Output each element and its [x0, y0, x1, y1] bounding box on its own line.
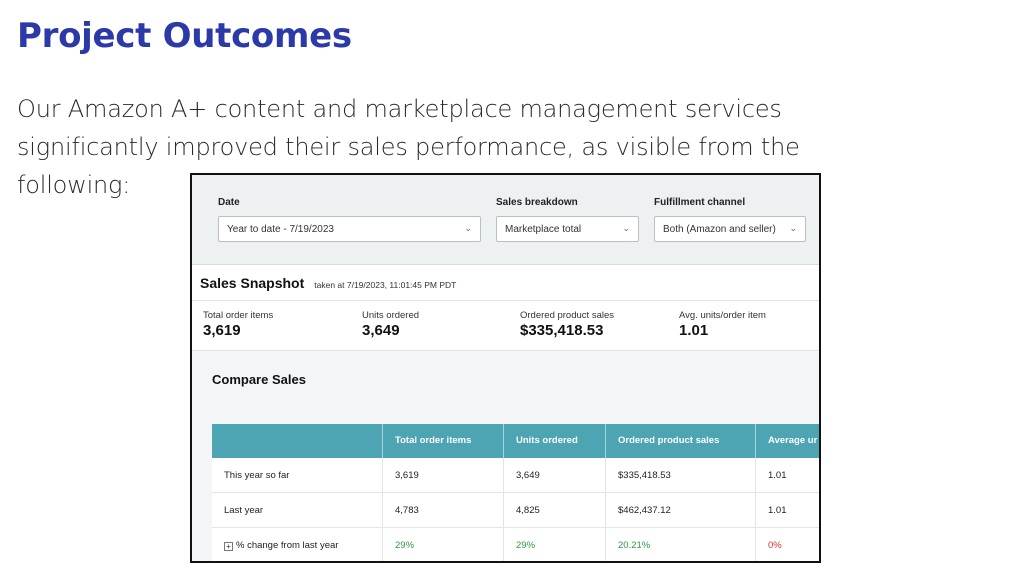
metric-value: $335,418.53	[520, 322, 604, 339]
metric-label: Avg. units/order item	[679, 310, 766, 321]
table-cell: 3,649	[516, 470, 540, 481]
divider	[605, 528, 606, 561]
sales-dashboard-screenshot: Date Year to date - 7/19/2023 ⌄ Sales br…	[190, 173, 821, 563]
table-header: Total order items Units ordered Ordered …	[212, 424, 819, 458]
metric-label: Units ordered	[362, 310, 420, 321]
date-select-value: Year to date - 7/19/2023	[227, 224, 334, 235]
sales-breakdown-select[interactable]: Marketplace total ⌄	[496, 216, 639, 242]
compare-sales-table: Total order items Units ordered Ordered …	[212, 424, 819, 561]
divider	[755, 493, 756, 527]
divider	[755, 528, 756, 561]
table-cell: 0%	[768, 540, 782, 551]
snapshot-timestamp: taken at 7/19/2023, 11:01:45 PM PDT	[314, 280, 457, 290]
chevron-down-icon: ⌄	[622, 223, 630, 233]
table-cell: $335,418.53	[618, 470, 671, 481]
fulfillment-channel-value: Both (Amazon and seller)	[663, 224, 776, 235]
fulfillment-channel-select[interactable]: Both (Amazon and seller) ⌄	[654, 216, 806, 242]
metric-value: 3,619	[203, 322, 241, 339]
metric-units-ordered: Units ordered 3,649	[362, 310, 419, 339]
divider	[382, 528, 383, 561]
column-header[interactable]: Total order items	[382, 424, 471, 458]
table-cell: 3,619	[395, 470, 419, 481]
table-cell: 1.01	[768, 505, 787, 516]
table-row: +% change from last year 29% 29% 20.21% …	[212, 528, 819, 561]
sales-snapshot-title: Sales Snapshot	[200, 275, 305, 291]
column-header[interactable]: Average ur	[755, 424, 817, 458]
sales-breakdown-filter: Sales breakdown Marketplace total ⌄	[496, 197, 639, 242]
slide-body-text: Our Amazon A+ content and marketplace ma…	[17, 95, 800, 199]
sales-snapshot-header: Sales Snapshot taken at 7/19/2023, 11:01…	[200, 275, 456, 291]
divider	[382, 458, 383, 492]
table-cell: 4,825	[516, 505, 540, 516]
column-header[interactable]: Units ordered	[503, 424, 578, 458]
metric-label: Total order items	[203, 310, 274, 321]
divider	[382, 493, 383, 527]
divider	[605, 493, 606, 527]
fulfillment-channel-filter: Fulfillment channel Both (Amazon and sel…	[654, 197, 806, 242]
divider	[503, 493, 504, 527]
fulfillment-channel-label: Fulfillment channel	[654, 197, 746, 208]
row-label: This year so far	[224, 470, 290, 481]
divider	[605, 458, 606, 492]
divider	[755, 458, 756, 492]
sales-breakdown-label: Sales breakdown	[496, 197, 578, 208]
compare-sales-title: Compare Sales	[212, 372, 306, 387]
metric-total-order-items: Total order items 3,619	[203, 310, 273, 339]
divider	[503, 528, 504, 561]
metric-label: Ordered product sales	[520, 310, 614, 321]
chevron-down-icon: ⌄	[464, 223, 472, 233]
slide-title: Project Outcomes	[17, 16, 352, 56]
table-cell: 4,783	[395, 505, 419, 516]
expand-icon[interactable]: +	[224, 542, 233, 551]
table-cell: $462,437.12	[618, 505, 671, 516]
chevron-down-icon: ⌄	[789, 223, 797, 233]
column-header[interactable]: Ordered product sales	[605, 424, 719, 458]
metric-value: 1.01	[679, 322, 709, 339]
sales-breakdown-value: Marketplace total	[505, 224, 582, 235]
table-row: Last year 4,783 4,825 $462,437.12 1.01	[212, 493, 819, 528]
table-cell: 20.21%	[618, 540, 651, 551]
date-filter-label: Date	[218, 197, 240, 208]
metric-ordered-product-sales: Ordered product sales $335,418.53	[520, 310, 614, 339]
table-cell: 29%	[395, 540, 415, 551]
table-cell: 1.01	[768, 470, 787, 481]
row-label-change: +% change from last year	[224, 540, 338, 551]
metric-value: 3,649	[362, 322, 400, 339]
table-row: This year so far 3,619 3,649 $335,418.53…	[212, 458, 819, 493]
divider	[192, 300, 819, 301]
date-filter: Date Year to date - 7/19/2023 ⌄	[218, 197, 481, 242]
filter-bar: Date Year to date - 7/19/2023 ⌄ Sales br…	[192, 175, 819, 265]
row-label: Last year	[224, 505, 264, 516]
row-label: % change from last year	[236, 540, 339, 551]
divider	[503, 458, 504, 492]
metric-avg-units-per-order-item: Avg. units/order item 1.01	[679, 310, 766, 339]
date-select[interactable]: Year to date - 7/19/2023 ⌄	[218, 216, 481, 242]
table-cell: 29%	[516, 540, 536, 551]
